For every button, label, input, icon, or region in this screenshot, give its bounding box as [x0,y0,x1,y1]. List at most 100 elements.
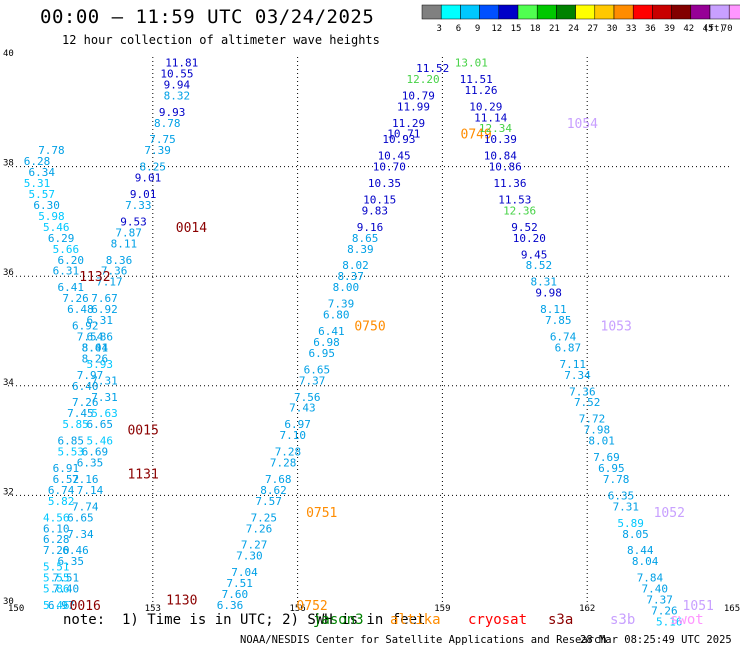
wave-height-point: 7.84 [637,572,664,585]
wave-height-point: 7.97 [77,369,104,382]
wave-height-point: 6.87 [555,341,582,354]
color-scale-label: 12 [491,24,502,34]
color-scale-label: 45 [703,24,714,34]
wave-height-point: 9.94 [164,78,191,91]
wave-height-point: 10.20 [513,232,546,245]
wave-height-point: 10.79 [402,89,435,102]
color-scale-swatch [556,4,576,20]
wave-height-point: 5.51 [43,561,70,574]
wave-height-point: 6.74 [48,484,75,497]
wave-height-point: 7.28 [275,446,302,459]
wave-height-point: 6.98 [313,336,340,349]
pass-time-label: 1054 [567,117,598,132]
wave-height-point: 11.36 [493,177,526,190]
wave-height-point: 8.01 [588,435,615,448]
pass-time-label: 0015 [127,424,158,439]
wave-height-point: 11.81 [165,56,198,69]
color-scale-swatch [536,4,557,20]
wave-height-point: 10.45 [378,150,411,163]
color-scale-label: 30 [607,24,618,34]
satellite-label-cryosat: cryosat [468,612,528,628]
color-scale-swatch [421,4,442,20]
wave-height-point: 6.30 [33,199,60,212]
wave-height-point: 7.33 [125,199,152,212]
footer-note: note: 1) Time is in UTC; 2) SWH is in fe… [63,612,426,628]
wave-height-point: 6.10 [43,522,70,535]
wave-height-point: 8.26 [82,352,109,365]
wave-height-point: 8.39 [347,243,374,256]
wave-height-point: 7.31 [613,500,640,513]
pass-time-label: 1130 [166,594,197,609]
color-scale-label: 6 [456,24,461,34]
pass-time-label: 1131 [127,467,158,482]
wave-height-point: 12.36 [503,204,536,217]
wave-height-point: 7.31 [91,374,118,387]
wave-height-point: 8.78 [154,117,181,130]
wave-height-point: 9.83 [362,204,389,217]
wave-height-point: 6.95 [308,347,335,360]
wave-height-point: 10.70 [373,161,406,174]
wave-height-point: 11.52 [416,62,449,75]
wave-height-point: 5.98 [38,210,65,223]
wave-height-point: 7.17 [96,276,123,289]
wave-height-point: 9.01 [135,172,162,185]
wave-height-point: 9.52 [511,221,538,234]
wave-height-point: 8.65 [352,232,379,245]
wave-height-point: 7.98 [584,424,611,437]
wave-height-point: 6.97 [48,599,75,612]
wave-height-point: 7.34 [67,528,94,541]
color-scale-label: 15 [511,24,522,34]
wave-height-point: 6.41 [318,325,345,338]
satellite-label-swot: swot [670,612,704,628]
wave-height-point: 7.30 [236,550,263,563]
wave-height-point: 7.36 [569,385,596,398]
wave-height-point: 6.97 [284,418,311,431]
wave-height-point: 6.35 [608,489,635,502]
wave-height-point: 7.37 [646,594,673,607]
wave-height-point: 9.98 [535,287,562,300]
wave-height-point: 8.44 [82,341,109,354]
y-tick-label: 40 [3,49,14,59]
wave-height-point: 6.36 [217,599,244,612]
wave-height-point: 7.27 [241,539,268,552]
color-scale-label: 27 [587,24,598,34]
pass-time-label: 1132 [79,270,110,285]
pass-time-label: 0751 [306,506,337,521]
wave-height-point: 9.45 [521,248,548,261]
color-scale-swatch [709,4,730,20]
wave-height-point: 8.32 [164,89,191,102]
wave-height-point: 8.01 [82,341,109,354]
wave-height-point: 12.20 [407,73,440,86]
wave-height-point: 8.11 [111,237,138,250]
wave-height-point: 6.46 [62,544,89,557]
wave-height-point: 7.39 [328,298,355,311]
wave-height-point: 6.40 [72,380,99,393]
wave-height-point: 7.37 [299,374,326,387]
satellite-label-s3b: s3b [610,612,636,628]
wave-height-point: 5.46 [43,221,70,234]
wave-height-point: 7.10 [280,429,307,442]
wave-height-point: 6.95 [598,462,625,475]
color-scale-label: 24 [568,24,579,34]
wave-height-point: 6.92 [91,303,118,316]
wave-height-point: 9.01 [130,188,157,201]
wave-height-point: 5.66 [53,243,80,256]
wave-height-point: 6.85 [57,435,84,448]
wave-height-point: 8.37 [337,270,364,283]
generated-timestamp: 28 Mar 08:25:49 UTC 2025 [580,634,732,646]
wave-height-point: 7.67 [91,292,118,305]
wave-height-point: 7.74 [72,500,99,513]
wave-height-point: 7.28 [270,457,297,470]
wave-height-point: 8.44 [627,544,654,557]
wave-height-point: 8.25 [140,161,167,174]
wave-height-point: 6.29 [48,232,75,245]
wave-height-point: 7.68 [265,473,292,486]
x-tick-label: 162 [579,604,595,614]
wave-height-point: 10.93 [382,133,415,146]
wave-height-point: 6.35 [57,555,84,568]
page-subtitle: 12 hour collection of altimeter wave hei… [62,33,380,47]
color-scale-label: 18 [530,24,541,34]
wave-height-point: 10.86 [489,161,522,174]
wave-height-point: 5.55 [43,572,70,585]
wave-height-point: 8.11 [540,303,567,316]
